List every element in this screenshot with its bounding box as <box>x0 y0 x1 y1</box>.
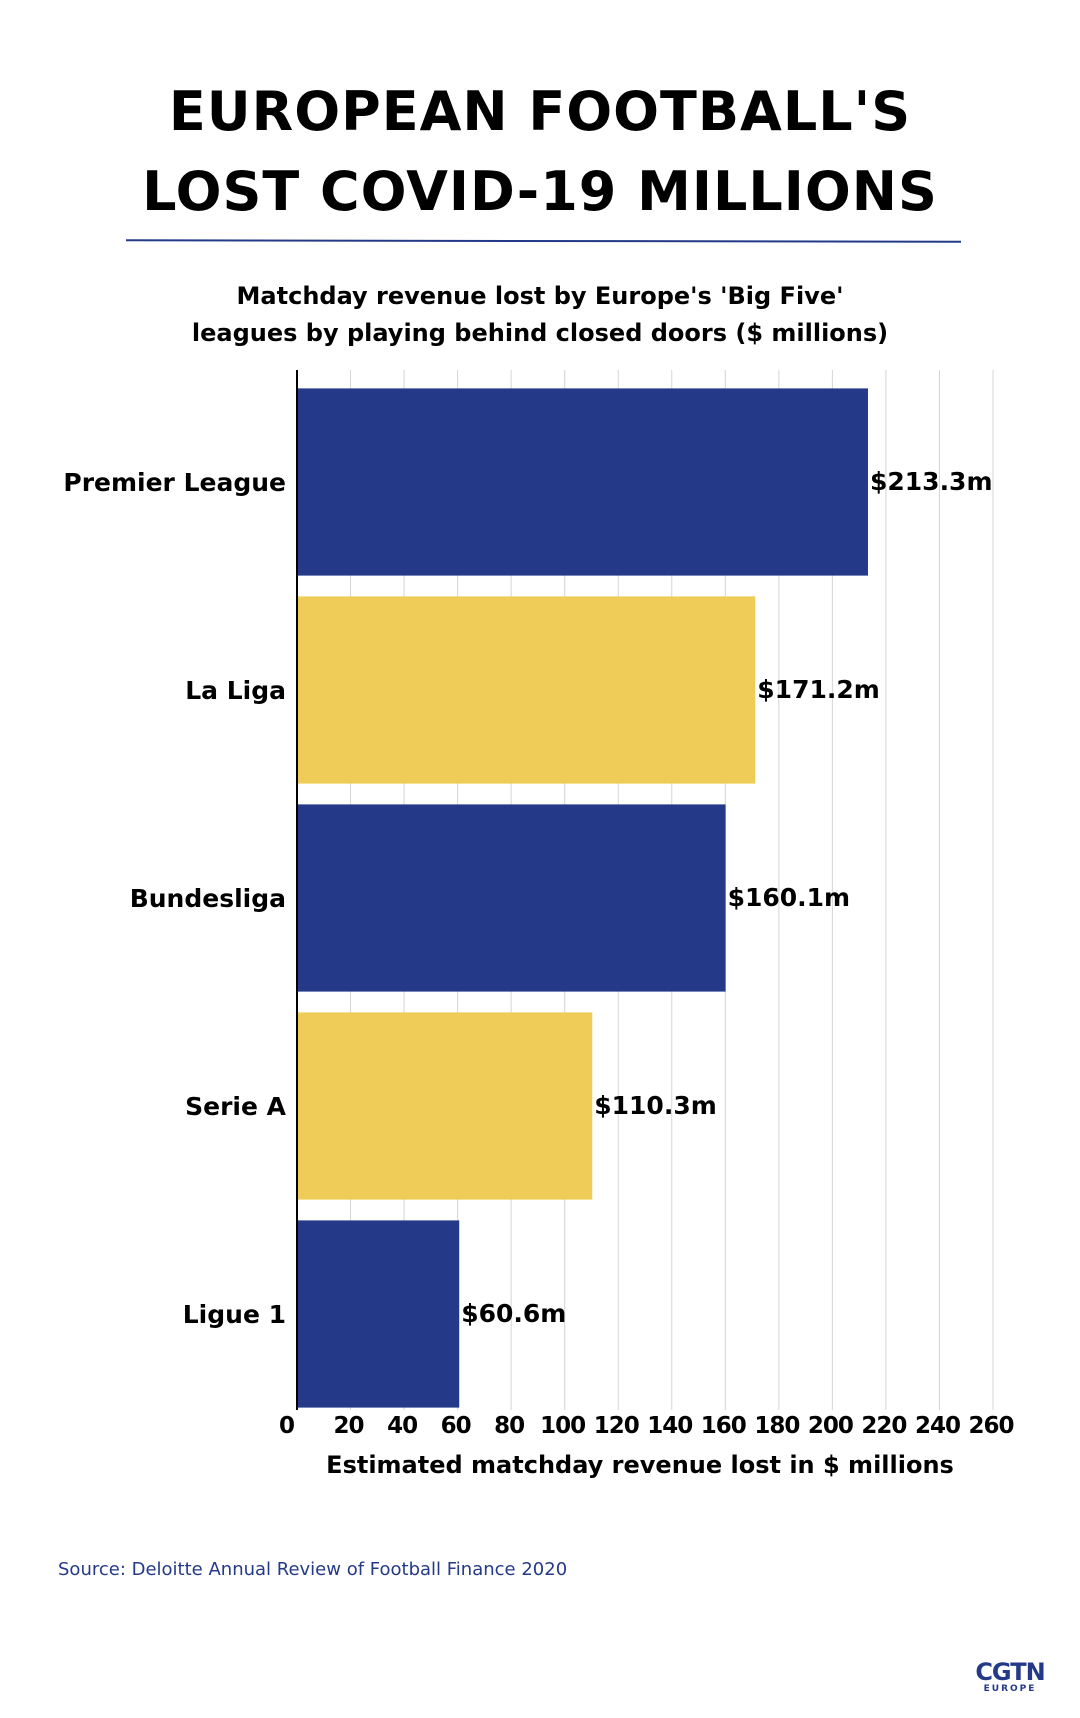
x-tick-label-40: 40 <box>387 1413 417 1439</box>
logo-sub-text: EUROPE <box>983 1684 1037 1694</box>
x-tick-label-20: 20 <box>334 1413 364 1439</box>
category-label-0: Premier League <box>63 468 286 497</box>
x-axis-label: Estimated matchday revenue lost in $ mil… <box>326 1451 954 1479</box>
chart-title-line2: LOST COVID-19 MILLIONS <box>142 160 938 223</box>
bar-0 <box>297 388 868 576</box>
category-label-1: La Liga <box>185 676 286 705</box>
data-label-1: $171.2m <box>757 675 880 704</box>
x-tick-label-220: 220 <box>861 1413 906 1439</box>
data-label-3: $110.3m <box>594 1091 717 1120</box>
data-label-4: $60.6m <box>461 1299 566 1328</box>
x-tick-label-100: 100 <box>540 1413 585 1439</box>
category-label-2: Bundesliga <box>130 884 286 913</box>
chart-subtitle-line1: Matchday revenue lost by Europe's 'Big F… <box>236 282 844 310</box>
source-note: Source: Deloitte Annual Review of Footba… <box>58 1559 568 1580</box>
x-tick-label-0: 0 <box>279 1413 294 1439</box>
bar-4 <box>297 1220 460 1408</box>
data-label-0: $213.3m <box>870 467 993 496</box>
x-tick-label-180: 180 <box>754 1413 799 1439</box>
chart-subtitle-line2: leagues by playing behind closed doors (… <box>191 319 889 347</box>
chart-title-line1: EUROPEAN FOOTBALL'S <box>168 80 912 143</box>
bar-3 <box>297 1012 593 1200</box>
data-label-2: $160.1m <box>728 883 851 912</box>
x-tick-label-140: 140 <box>647 1413 692 1439</box>
bar-2 <box>297 804 726 992</box>
category-label-4: Ligue 1 <box>183 1300 286 1329</box>
x-tick-label-200: 200 <box>808 1413 853 1439</box>
x-tick-label-80: 80 <box>494 1413 524 1439</box>
x-tick-label-240: 240 <box>915 1413 960 1439</box>
cgtn-europe-logo: CGTN EUROPE <box>960 1660 1060 1695</box>
x-tick-label-120: 120 <box>594 1413 639 1439</box>
x-tick-label-160: 160 <box>701 1413 746 1439</box>
logo-main-text: CGTN <box>975 1658 1045 1686</box>
x-tick-label-260: 260 <box>968 1413 1013 1439</box>
x-tick-label-60: 60 <box>441 1413 471 1439</box>
category-label-3: Serie A <box>185 1092 287 1121</box>
bar-1 <box>297 596 756 784</box>
